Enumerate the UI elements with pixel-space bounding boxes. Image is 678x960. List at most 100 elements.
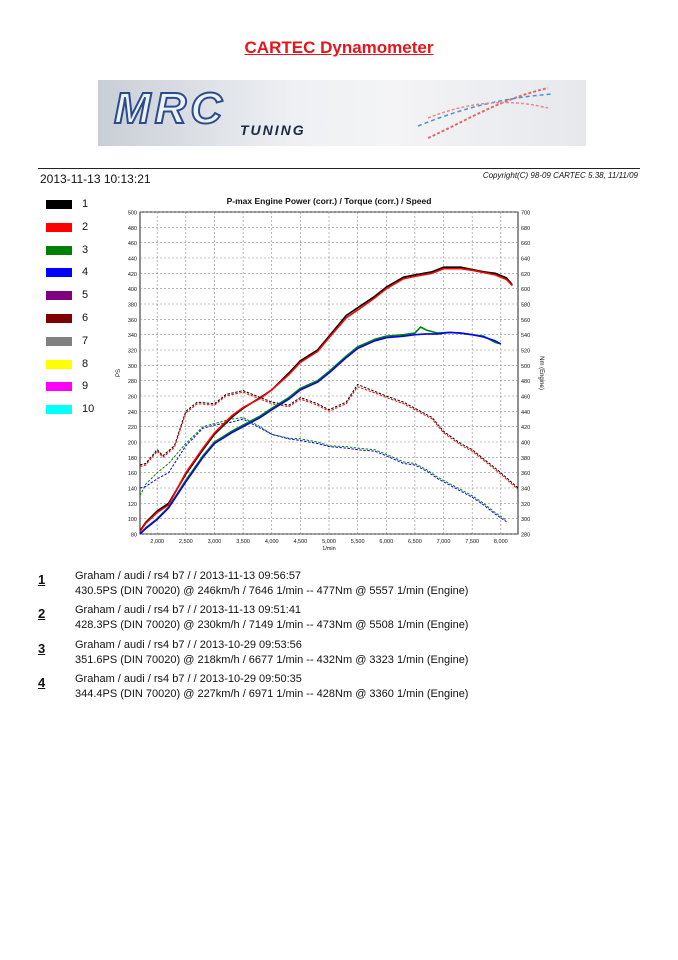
y2-tick-label: 280 [521,533,530,539]
y2-tick-label: 520 [521,349,530,355]
y-tick-label: 400 [128,287,137,293]
y-tick-label: 380 [128,303,137,309]
y2-tick-label: 680 [521,226,530,232]
y2-tick-label: 380 [521,456,530,462]
legend-label: 3 [82,243,89,256]
x-tick-label: 3,000 [208,539,222,545]
x-tick-label: 4,000 [265,539,279,545]
legend-label: 2 [82,220,89,233]
x-tick-label: 6,000 [379,539,393,545]
report-datetime: 2013-11-13 10:13:21 [40,172,151,186]
x-tick-label: 2,000 [150,539,164,545]
mrc-tuning-banner: MRC TUNING [98,80,586,146]
legend-swatch [46,359,72,369]
run-number: 1 [38,572,46,587]
y2-tick-label: 500 [521,364,530,370]
legend-item-9: 9 [46,380,106,394]
y2-tick-label: 460 [521,395,530,401]
y-tick-label: 100 [128,517,137,523]
y2-tick-label: 360 [521,471,530,477]
legend-item-6: 6 [46,312,106,326]
run-info: Graham / audi / rs4 b7 / / 2013-10-29 09… [75,672,302,685]
y2-tick-label: 580 [521,303,530,309]
y-tick-label: 220 [128,425,137,431]
run-info: Graham / audi / rs4 b7 / / 2013-11-13 09… [75,570,302,582]
header-divider [38,168,640,169]
run-number: 3 [38,640,46,656]
y2-tick-label: 660 [521,241,530,247]
y-tick-label: 480 [128,226,137,232]
mrc-logo: MRC [113,83,227,134]
legend-swatch [46,200,72,209]
y-tick-label: 120 [128,502,137,508]
series-power-run-2 [139,267,513,533]
legend-label: 4 [82,266,89,279]
y2-tick-label: 480 [521,379,530,385]
legend-label: 8 [82,357,89,370]
legend-swatch [46,222,72,232]
legend-label: 5 [82,289,89,302]
x-tick-label: 6,500 [408,539,422,545]
series-torque-run-4 [139,418,507,523]
run-number: 4 [38,674,46,690]
x-tick-label: 4,500 [293,539,307,545]
y-tick-label: 340 [128,333,137,339]
x-tick-label: 2,500 [179,539,193,545]
y2-tick-label: 560 [521,318,530,324]
y2-tick-label: 320 [521,502,530,508]
series-power-run-4 [139,331,502,535]
y-tick-label: 440 [128,257,137,263]
y-tick-label: 320 [128,349,137,355]
run-result: 351.6PS (DIN 70020) @ 218km/h / 6677 1/m… [75,653,469,666]
y2-tick-label: 400 [521,441,530,447]
banner-dyno-graphic [417,87,554,139]
y-tick-label: 500 [128,211,137,217]
legend-label: 7 [82,334,89,347]
run-summary-4: 4 Graham / audi / rs4 b7 / / 2013-10-29 0… [38,673,638,705]
run-number: 2 [38,606,46,622]
y2-tick-label: 600 [521,287,530,293]
x-tick-label: 7,000 [437,539,451,545]
y2-axis-label: Nm (Engine) [538,356,544,390]
legend-item-1: 1 [46,198,106,212]
run-summary-2: 2 Graham / audi / rs4 b7 / / 2013-11-13 0… [38,604,638,636]
legend-label: 9 [82,380,89,393]
x-tick-label: 5,500 [351,539,365,545]
series-torque-run-1 [139,384,519,489]
dyno-chart: P-max Engine Power (corr.) / Torque (cor… [116,196,544,552]
run-summary-3: 3 Graham / audi / rs4 b7 / / 2013-10-29 0… [38,639,638,671]
legend-item-3: 3 [46,244,106,258]
y-tick-label: 300 [128,364,137,370]
x-tick-label: 3,500 [236,539,250,545]
legend-swatch [46,268,72,278]
series-torque-run-3 [139,417,507,521]
y2-tick-label: 340 [521,487,530,493]
legend-swatch [46,245,72,255]
x-tick-label: 7,500 [465,539,479,545]
legend-item-5: 5 [46,289,106,303]
legend-swatch [46,291,72,301]
legend-swatch [46,405,72,415]
y-tick-label: 420 [128,272,137,278]
y-tick-label: 180 [128,456,137,462]
y-tick-label: 460 [128,241,137,247]
legend-swatch [46,382,72,392]
legend-item-4: 4 [46,266,106,280]
y-tick-label: 240 [128,410,137,416]
tuning-logo-text: TUNING [240,122,306,138]
legend-item-10: 10 [46,403,106,417]
copyright-text: Copyright(C) 98-09 CARTEC 5.38, 11/11/09 [482,171,638,180]
run-info: Graham / audi / rs4 b7 / / 2013-10-29 09… [75,638,302,651]
x-tick-label: 8,000 [494,539,508,545]
legend-item-7: 7 [46,335,106,349]
y-tick-label: 280 [128,379,137,385]
legend-item-2: 2 [46,221,106,235]
y2-tick-label: 540 [521,333,530,339]
run-summary-1: 1 Graham / audi / rs4 b7 / / 2013-11-13 0… [38,570,638,602]
y-tick-label: 140 [128,487,137,493]
legend-label: 1 [82,198,89,210]
y-tick-label: 260 [128,395,137,401]
legend-swatch [46,336,72,346]
legend-label: 6 [82,312,89,324]
run-info: Graham / audi / rs4 b7 / / 2013-11-13 09… [75,604,302,617]
